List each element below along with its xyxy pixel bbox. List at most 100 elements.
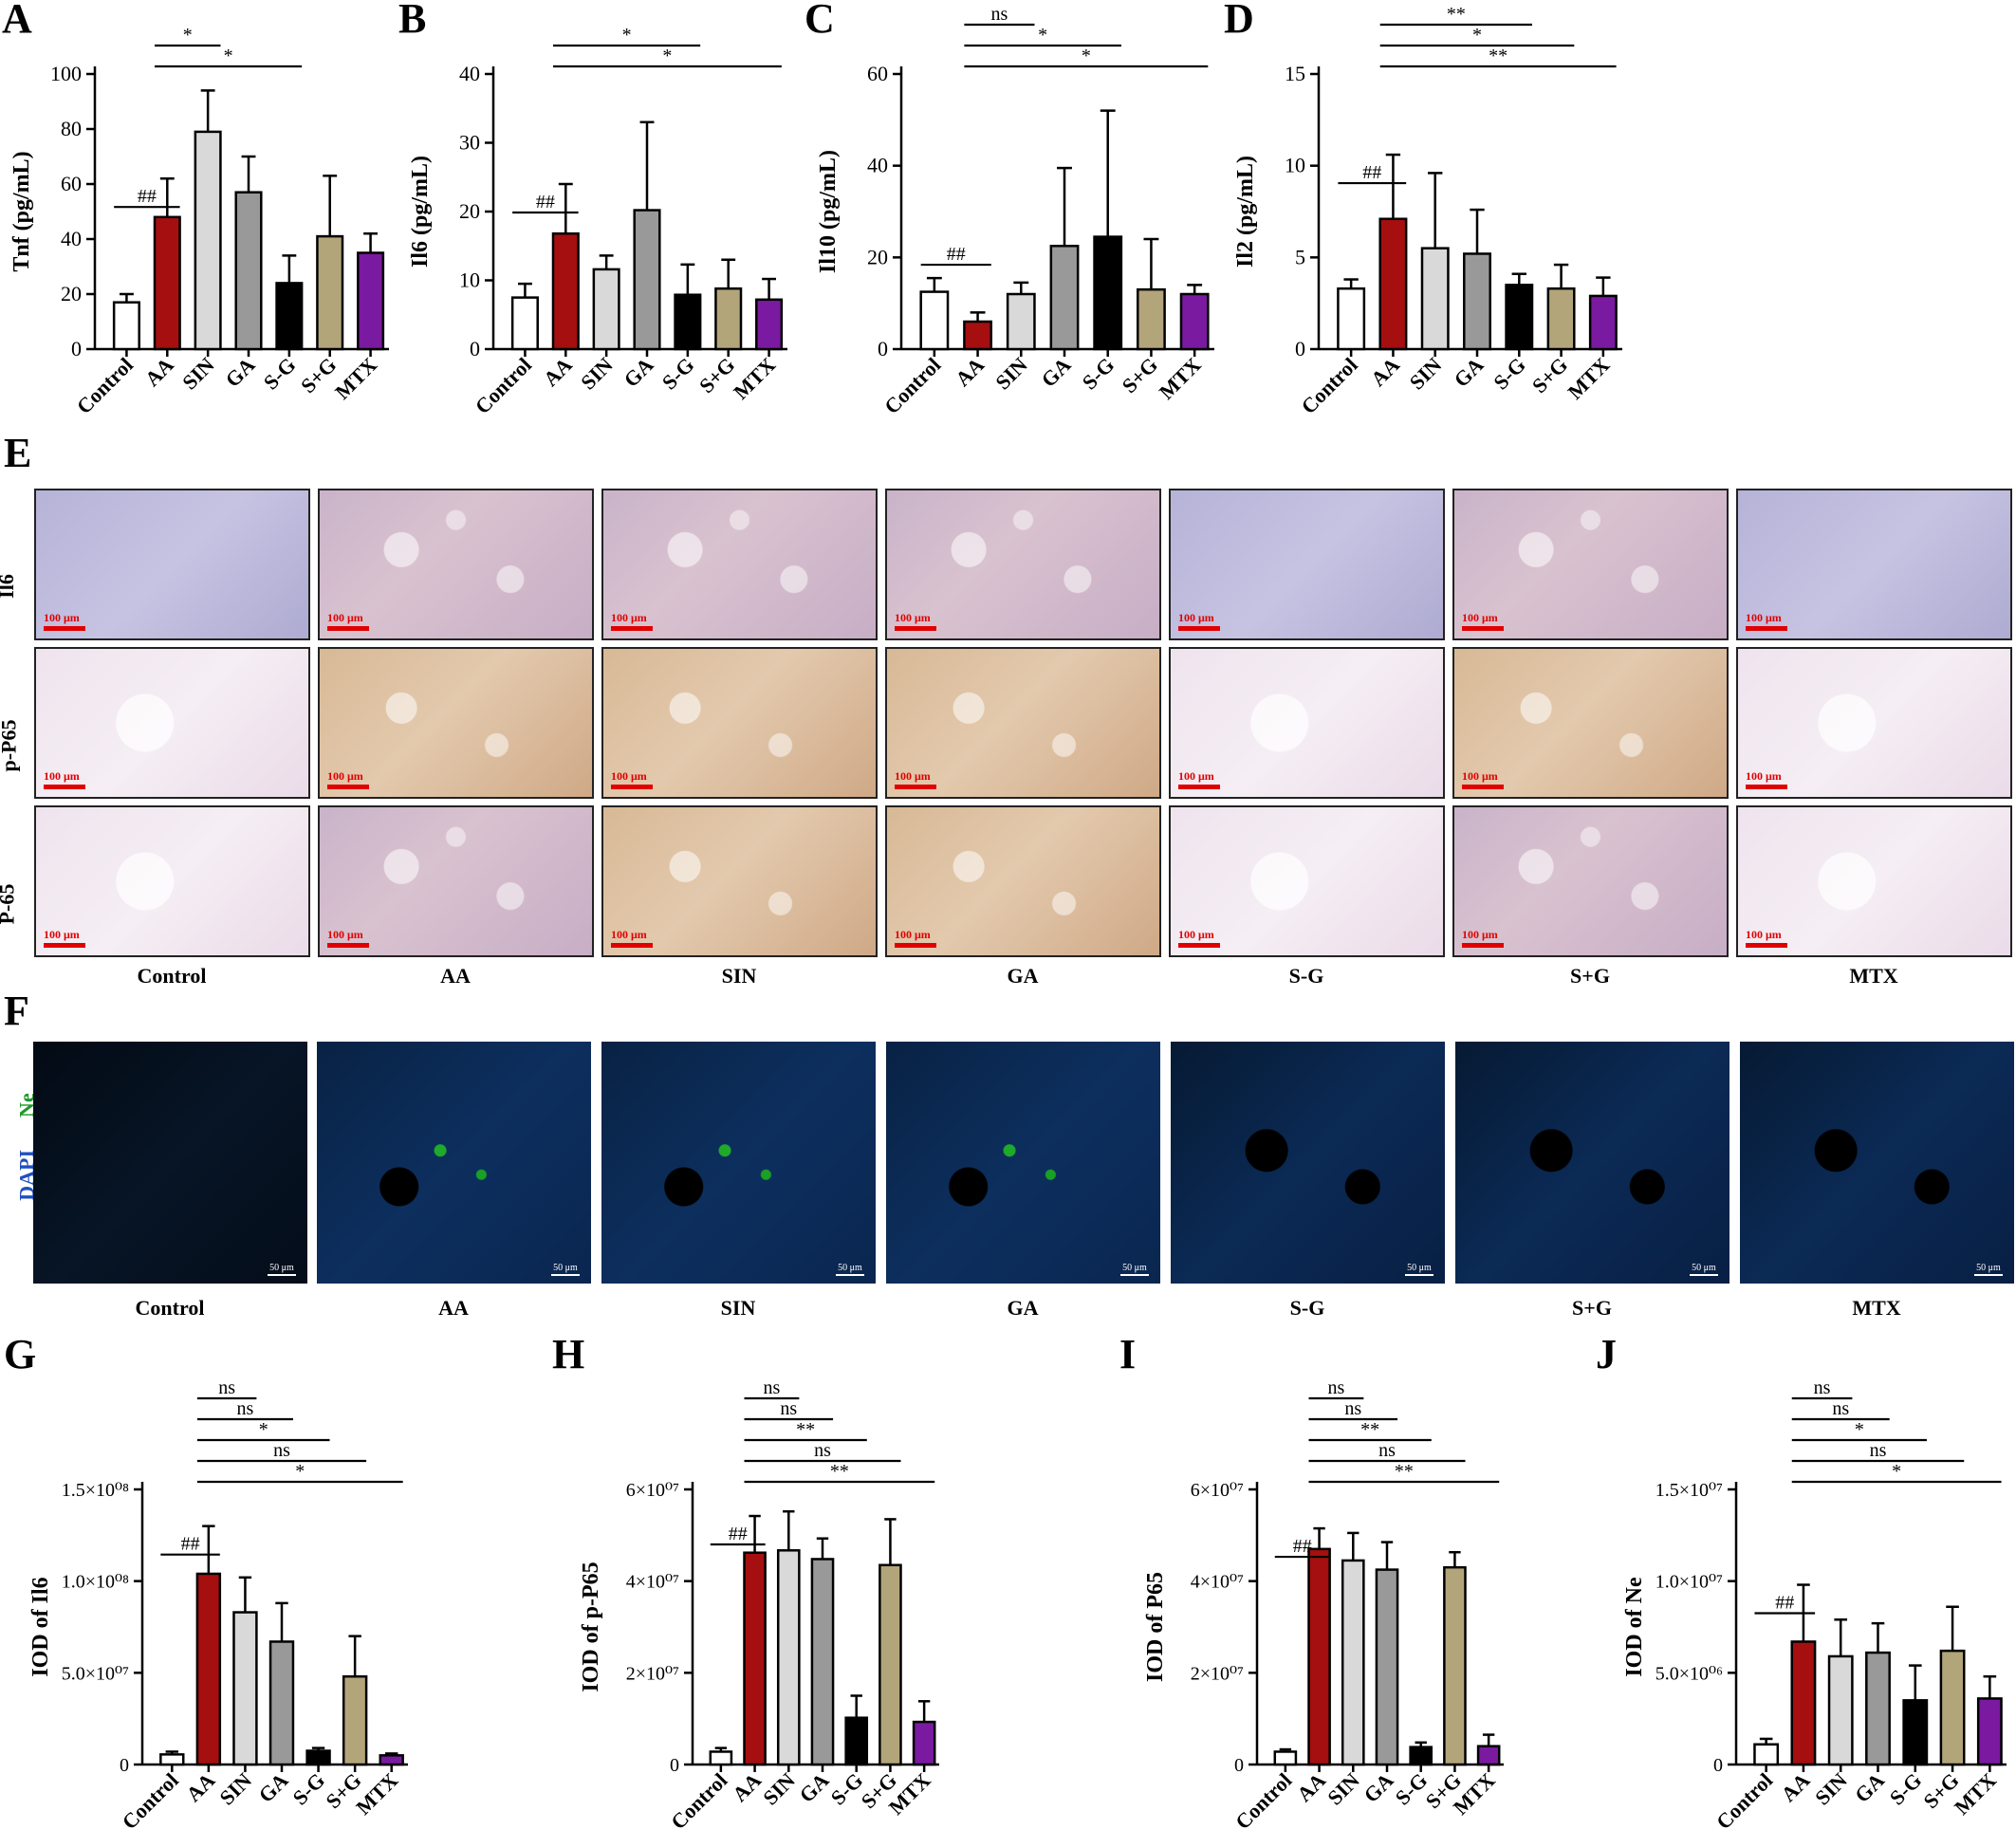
chart-i: 0 2×10⁰⁷ 4×10⁰⁷ 6×10⁰⁷ IOD of P65 ControlAASI… bbox=[1143, 1377, 1504, 1834]
f-col-label-control: Control bbox=[135, 1296, 205, 1320]
bar-sin bbox=[194, 130, 222, 351]
x-tick-label-mtx: MTX bbox=[1950, 1768, 2001, 1820]
ihc-p65-aa: 100 μm bbox=[318, 805, 594, 957]
e-col-label-ga: GA bbox=[1007, 964, 1039, 988]
significance-label: ** bbox=[1360, 1419, 1379, 1440]
significance-label: ns bbox=[764, 1377, 781, 1398]
f-col-label-aa: AA bbox=[438, 1296, 469, 1320]
x-tick-label-sin: SIN bbox=[1322, 1768, 1364, 1810]
x-tick-label-aa: AA bbox=[728, 1768, 766, 1806]
row-label-il6: Il6 bbox=[0, 574, 18, 599]
x-tick-label-ga: GA bbox=[1450, 353, 1489, 392]
x-tick-label-s-g: S-G bbox=[259, 353, 301, 395]
ihc-p-p65-ga: 100 μm bbox=[885, 647, 1161, 799]
bar-s-plus-g bbox=[714, 286, 743, 351]
significance-label: ## bbox=[1362, 162, 1381, 183]
y-axis-label: Il6 (pg/mL) bbox=[408, 156, 433, 268]
scale-bar: 100 μm bbox=[44, 611, 85, 631]
bar-mtx bbox=[1476, 1745, 1501, 1766]
scale-bar: 100 μm bbox=[1462, 769, 1504, 789]
bar-s-plus-g bbox=[1137, 287, 1166, 351]
x-tick-label-sin: SIN bbox=[990, 353, 1032, 395]
significance-label: ns bbox=[273, 1440, 290, 1461]
ihc-p65-control: 100 μm bbox=[34, 805, 310, 957]
panel-letter-d: D bbox=[1224, 0, 1254, 42]
significance-label: ## bbox=[1293, 1536, 1312, 1557]
y-tick-label: 20 bbox=[867, 245, 888, 268]
y-tick-label: 40 bbox=[61, 227, 82, 250]
e-col-label-control: Control bbox=[137, 964, 207, 988]
chart-j: 0 5.0×10⁰⁶ 1.0×10⁰⁷ 1.5×10⁰⁷ IOD of Ne Contro… bbox=[1622, 1377, 2007, 1834]
row-label-p65: P-65 bbox=[0, 883, 19, 925]
bar-s-plus-g bbox=[879, 1563, 902, 1766]
e-col-label-s-g: S-G bbox=[1288, 964, 1324, 988]
y-tick-label: 0 bbox=[878, 337, 888, 360]
y-tick-label: 5.0×10⁰⁷ bbox=[62, 1663, 129, 1684]
ihc-il6-mtx: 100 μm bbox=[1736, 489, 2012, 640]
bar-s-plus-g bbox=[1443, 1565, 1467, 1766]
bar-s-g bbox=[1093, 235, 1123, 351]
x-tick-label-ga: GA bbox=[221, 353, 260, 392]
bar-aa bbox=[743, 1551, 767, 1766]
panel-letter-f: F bbox=[4, 988, 29, 1034]
y-tick-label: 1.5×10⁰⁸ bbox=[62, 1480, 129, 1501]
y-tick-label: 0 bbox=[470, 337, 480, 360]
bar-sin bbox=[592, 268, 620, 351]
x-tick-label-aa: AA bbox=[951, 353, 989, 391]
y-tick-label: 0 bbox=[71, 337, 82, 360]
x-tick-label-s-g: S-G bbox=[1885, 1768, 1927, 1810]
y-tick-label: 1.0×10⁰⁷ bbox=[1655, 1572, 1723, 1593]
x-tick-label-mtx: MTX bbox=[1563, 353, 1614, 404]
y-tick-label: 0 bbox=[1295, 337, 1305, 360]
bar-sin bbox=[1420, 247, 1450, 351]
x-tick-label-sin: SIN bbox=[1405, 353, 1447, 395]
panel-letter-b: B bbox=[398, 0, 427, 42]
bar-aa bbox=[963, 320, 992, 351]
x-tick-label-aa: AA bbox=[539, 353, 577, 391]
bar-s-plus-g bbox=[1546, 286, 1576, 351]
bar-sin bbox=[776, 1549, 801, 1766]
scale-bar: 100 μm bbox=[327, 928, 369, 948]
row-label-p-p65: p-P65 bbox=[0, 719, 21, 772]
x-tick-label-aa: AA bbox=[1366, 353, 1404, 391]
significance-label: * bbox=[1472, 25, 1482, 46]
bar-s-g bbox=[275, 282, 304, 351]
x-tick-label-control: Control bbox=[879, 353, 945, 418]
y-tick-label: 4×10⁰⁷ bbox=[626, 1572, 679, 1593]
y-tick-label: 5 bbox=[1295, 245, 1305, 268]
bar-aa bbox=[1307, 1547, 1331, 1766]
x-tick-label-s-g: S-G bbox=[287, 1768, 329, 1810]
y-tick-label: 100 bbox=[50, 62, 82, 85]
ihc-il6-control: 100 μm bbox=[34, 489, 310, 640]
x-tick-label-s-plus-g: S+G bbox=[1118, 353, 1162, 397]
bar-s-g bbox=[305, 1749, 331, 1766]
ihc-p-p65-s-g: 100 μm bbox=[1169, 647, 1445, 799]
y-axis-label: IOD of p-P65 bbox=[579, 1562, 603, 1691]
significance-label: * bbox=[183, 25, 193, 46]
bar-aa bbox=[1378, 217, 1408, 351]
bar-control bbox=[159, 1753, 185, 1766]
scale-bar: 50 μm bbox=[1120, 1263, 1149, 1276]
bar-mtx bbox=[1588, 294, 1618, 351]
x-tick-label-mtx: MTX bbox=[729, 353, 780, 404]
x-tick-label-aa: AA bbox=[181, 1768, 219, 1806]
x-tick-label-sin: SIN bbox=[758, 1768, 800, 1810]
scale-bar: 100 μm bbox=[44, 928, 85, 948]
significance-label: ns bbox=[218, 1377, 235, 1398]
bar-mtx bbox=[357, 251, 385, 351]
scale-bar: 100 μm bbox=[1178, 769, 1220, 789]
significance-label: ns bbox=[991, 4, 1008, 25]
scale-bar: 100 μm bbox=[327, 611, 369, 631]
if-control: 50 μm bbox=[33, 1042, 307, 1284]
panel-letter-i: I bbox=[1119, 1331, 1137, 1377]
scale-bar: 50 μm bbox=[836, 1263, 864, 1276]
significance-label: * bbox=[259, 1419, 268, 1440]
y-tick-label: 4×10⁰⁷ bbox=[1191, 1572, 1244, 1593]
ihc-p-p65-aa: 100 μm bbox=[318, 647, 594, 799]
f-col-label-s-plus-g: S+G bbox=[1572, 1296, 1612, 1320]
significance-label: ## bbox=[947, 244, 966, 265]
significance-label: * bbox=[1855, 1419, 1864, 1440]
scale-bar: 50 μm bbox=[268, 1263, 296, 1276]
bar-s-plus-g bbox=[1939, 1649, 1966, 1766]
bar-sin bbox=[1827, 1654, 1854, 1766]
